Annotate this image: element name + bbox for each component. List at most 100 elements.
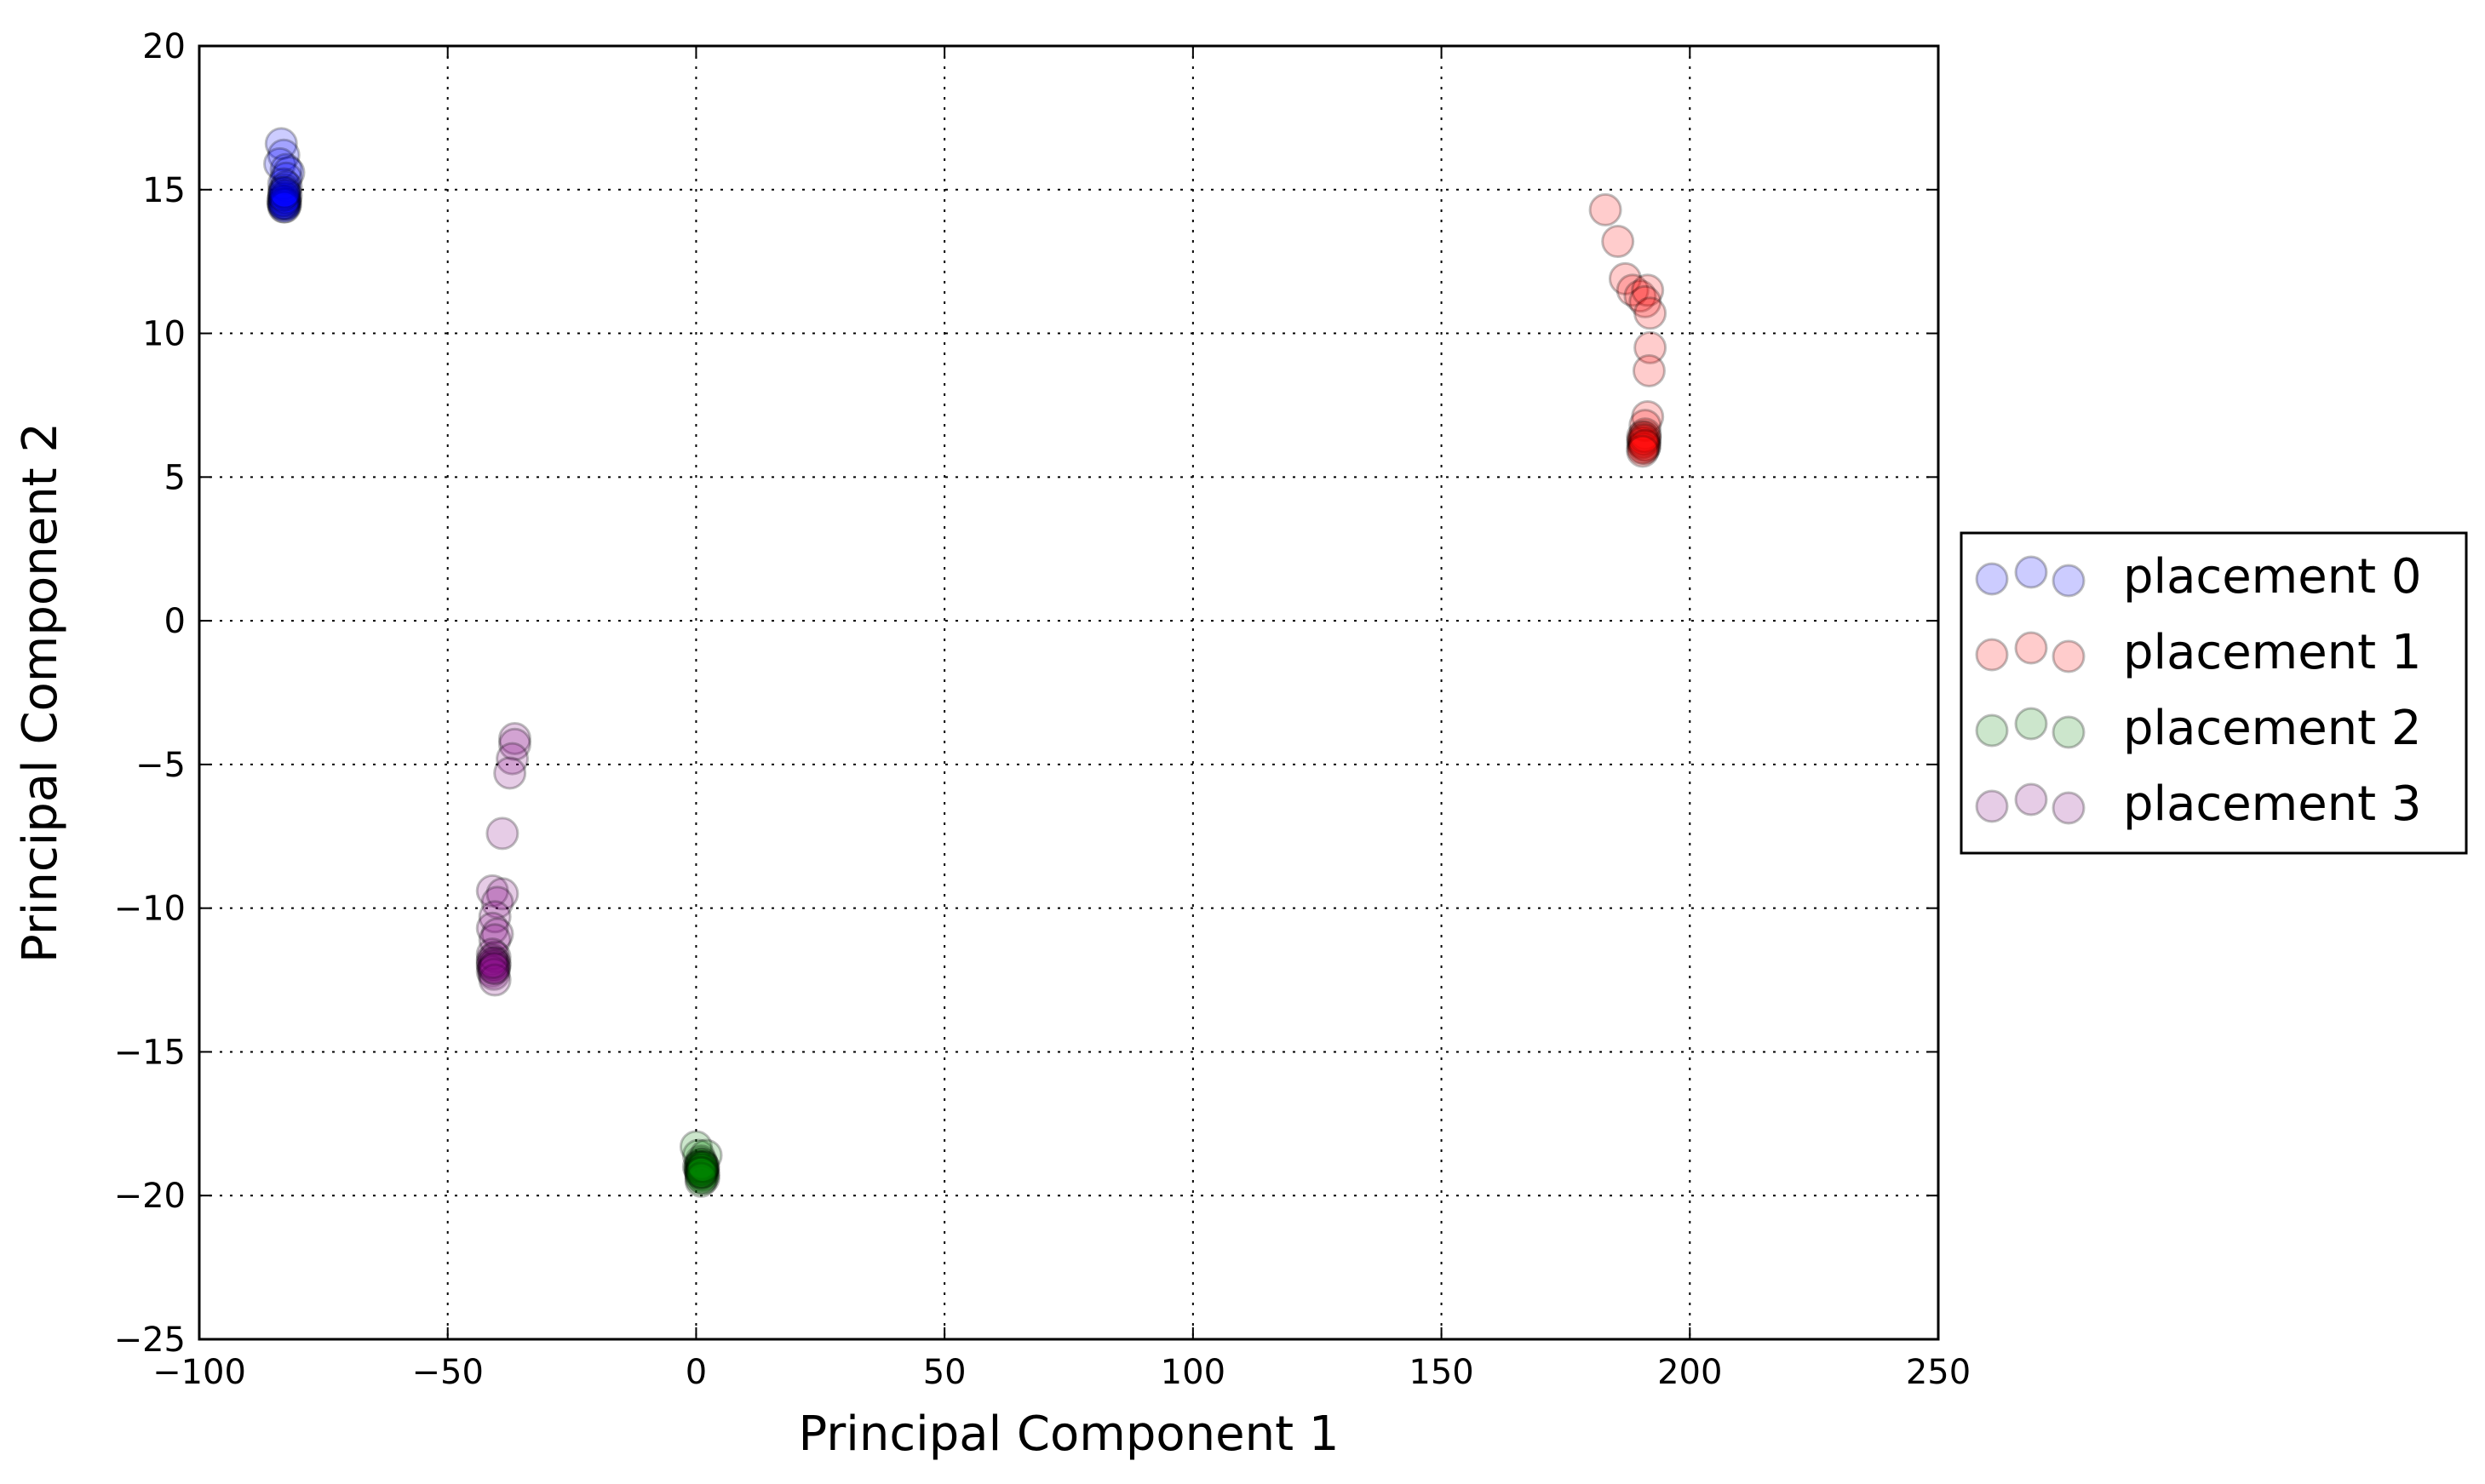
data-point-series-2 — [685, 1149, 719, 1183]
data-point-series-1 — [1628, 409, 1662, 443]
legend-label: placement 1 — [2123, 625, 2422, 680]
data-point-series-0 — [267, 175, 301, 209]
x-tick-label: 100 — [1161, 1353, 1225, 1392]
data-point-series-1 — [1608, 261, 1642, 295]
data-point-series-2 — [689, 1138, 723, 1172]
data-point-series-0 — [264, 127, 298, 161]
data-point-series-0 — [269, 169, 303, 203]
data-point-series-2 — [684, 1161, 718, 1195]
legend-label: placement 0 — [2123, 549, 2422, 604]
data-point-series-3 — [475, 874, 509, 908]
y-tick-label: 20 — [142, 27, 186, 66]
x-tick-label: −50 — [412, 1353, 484, 1392]
data-point-series-3 — [478, 948, 512, 983]
x-tick-label: 0 — [686, 1353, 707, 1392]
data-point-series-2 — [684, 1159, 718, 1193]
data-point-series-1 — [1633, 330, 1667, 364]
legend-item: placement 3 — [1975, 776, 2422, 832]
data-point-series-3 — [497, 727, 531, 761]
data-point-series-0 — [267, 190, 301, 224]
data-point-series-1 — [1632, 353, 1666, 387]
data-point-series-1 — [1601, 225, 1635, 259]
legend-marker — [2014, 707, 2048, 741]
data-point-series-2 — [685, 1155, 719, 1189]
data-point-series-2 — [686, 1153, 720, 1187]
data-point-series-2 — [684, 1144, 718, 1178]
data-point-series-1 — [1626, 432, 1660, 466]
data-points — [263, 127, 1667, 1198]
data-point-series-0 — [267, 187, 301, 221]
data-point-series-2 — [685, 1147, 719, 1181]
y-tick-label: 10 — [142, 315, 186, 354]
data-point-series-3 — [485, 816, 519, 851]
data-point-series-0 — [267, 190, 301, 224]
legend-marker — [2052, 715, 2086, 749]
x-tick-label: 200 — [1657, 1353, 1722, 1392]
legend-marker — [1975, 562, 2009, 596]
axis-ticks — [198, 45, 1939, 1340]
data-point-series-0 — [267, 187, 301, 221]
data-point-series-1 — [1626, 422, 1660, 456]
data-point-series-3 — [476, 952, 510, 986]
data-point-series-1 — [1623, 279, 1657, 313]
data-point-series-3 — [477, 957, 511, 991]
legend-marker — [2014, 782, 2048, 816]
legend-item: placement 0 — [1975, 549, 2422, 604]
data-point-series-2 — [685, 1155, 719, 1189]
data-point-series-3 — [478, 923, 512, 957]
data-point-series-2 — [685, 1153, 719, 1187]
data-point-series-3 — [475, 948, 509, 983]
y-axis-title: Principal Component 2 — [13, 422, 68, 963]
legend-item: placement 2 — [1975, 701, 2422, 756]
legend: placement 0 placement 1 placement 2 placeme… — [1960, 531, 2468, 855]
data-point-series-1 — [1633, 296, 1667, 330]
data-point-series-3 — [475, 943, 509, 977]
data-point-series-1 — [1628, 284, 1662, 318]
data-point-series-0 — [267, 173, 301, 207]
legend-marker — [1975, 638, 2009, 672]
legend-items: placement 0 placement 1 placement 2 placeme… — [1975, 549, 2422, 832]
legend-marker — [2052, 791, 2086, 825]
legend-marker — [2014, 631, 2048, 665]
data-point-series-0 — [267, 179, 301, 213]
y-tick-label: 15 — [142, 171, 186, 210]
data-point-series-3 — [478, 900, 512, 934]
x-tick-label: 50 — [923, 1353, 967, 1392]
data-point-series-0 — [266, 184, 300, 218]
data-point-series-2 — [684, 1155, 718, 1189]
y-tick-label: −15 — [114, 1033, 186, 1072]
y-tick-label: −20 — [114, 1177, 186, 1216]
data-point-series-0 — [267, 181, 301, 215]
data-point-series-1 — [1626, 420, 1660, 454]
y-tick-label: −10 — [114, 890, 186, 929]
legend-marker — [2052, 564, 2086, 598]
y-tick-label: −25 — [114, 1321, 186, 1360]
data-point-series-1 — [1627, 432, 1661, 466]
data-point-series-0 — [267, 175, 301, 209]
data-point-series-3 — [480, 917, 514, 951]
data-point-series-0 — [267, 138, 301, 172]
data-point-series-1 — [1631, 399, 1665, 433]
data-point-series-1 — [1627, 426, 1661, 460]
tick-labels: −100 −50 0 50 100 150 200 250−25−20−15−10−50510… — [114, 27, 1971, 1392]
data-point-series-1 — [1626, 426, 1660, 460]
data-point-series-0 — [269, 179, 303, 213]
data-point-series-3 — [493, 756, 527, 790]
data-point-series-3 — [475, 937, 509, 971]
legend-marker — [1975, 789, 2009, 823]
data-point-series-0 — [267, 184, 301, 218]
data-point-series-1 — [1628, 417, 1662, 451]
data-point-series-1 — [1588, 192, 1622, 226]
data-point-series-3 — [480, 885, 514, 920]
legend-marker — [2052, 639, 2086, 673]
data-point-series-2 — [683, 1153, 717, 1187]
data-point-series-2 — [679, 1130, 713, 1164]
legend-marker — [1975, 713, 2009, 748]
data-point-series-1 — [1628, 428, 1662, 462]
data-point-series-2 — [686, 1149, 720, 1183]
data-point-series-2 — [684, 1164, 718, 1198]
data-point-series-2 — [681, 1138, 715, 1172]
legend-box — [1960, 531, 2468, 855]
data-point-series-0 — [268, 184, 302, 218]
